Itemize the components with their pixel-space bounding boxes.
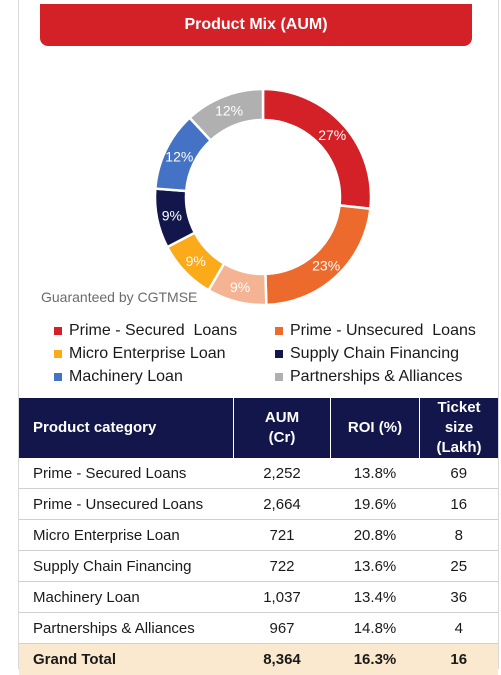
cgtmse-note: Guaranteed by CGTMSE — [41, 289, 197, 305]
cell-aum: 2,252 — [234, 458, 331, 489]
legend-label: Prime - Unsecured Loans — [290, 322, 476, 340]
slice-label: 9% — [162, 208, 182, 224]
header-ticket-size: Ticket size (Lakh) — [420, 398, 499, 458]
legend-item: Machinery Loan — [54, 367, 275, 387]
cell-ticket: 25 — [420, 551, 499, 582]
legend-label: Prime - Secured Loans — [69, 322, 237, 340]
cell-category: Micro Enterprise Loan — [19, 520, 234, 551]
donut-slice — [263, 89, 371, 209]
cell-roi: 13.8% — [331, 458, 420, 489]
cell-ticket: 8 — [420, 520, 499, 551]
header-ticket-line2: (Lakh) — [437, 439, 482, 456]
legend-swatch — [275, 373, 283, 381]
cell-ticket: 69 — [420, 458, 499, 489]
legend-swatch — [275, 327, 283, 335]
cell-category: Machinery Loan — [19, 582, 234, 613]
legend-label: Partnerships & Alliances — [290, 368, 463, 386]
cell-category: Prime - Unsecured Loans — [19, 489, 234, 520]
cell-ticket: 16 — [420, 489, 499, 520]
cell-category: Supply Chain Financing — [19, 551, 234, 582]
slice-label: 12% — [215, 102, 243, 118]
legend-swatch — [54, 373, 62, 381]
legend-label: Machinery Loan — [69, 368, 183, 386]
header-aum-line2: (Cr) — [269, 429, 296, 446]
product-table: Product category AUM (Cr) ROI (%) Ticket… — [19, 398, 498, 675]
chart-legend: Prime - Secured Loans Prime - Unsecured L… — [54, 321, 494, 387]
legend-item: Partnerships & Alliances — [275, 367, 494, 387]
cell-roi: 14.8% — [331, 613, 420, 644]
cell-ticket: 4 — [420, 613, 499, 644]
cell-aum: 2,664 — [234, 489, 331, 520]
total-cell-aum: 8,364 — [234, 644, 331, 675]
table-header-row: Product category AUM (Cr) ROI (%) Ticket… — [19, 398, 498, 458]
header-ticket-line1: Ticket size — [437, 399, 480, 436]
total-cell-ticket: 16 — [420, 644, 499, 675]
legend-swatch — [54, 350, 62, 358]
donut-slice — [265, 205, 370, 305]
legend-swatch — [275, 350, 283, 358]
legend-item: Micro Enterprise Loan — [54, 344, 275, 364]
header-aum: AUM (Cr) — [234, 398, 331, 458]
cell-ticket: 36 — [420, 582, 499, 613]
cell-category: Partnerships & Alliances — [19, 613, 234, 644]
cell-roi: 13.6% — [331, 551, 420, 582]
legend-swatch — [54, 327, 62, 335]
cell-aum: 721 — [234, 520, 331, 551]
cell-roi: 20.8% — [331, 520, 420, 551]
cell-roi: 19.6% — [331, 489, 420, 520]
total-cell-roi: 16.3% — [331, 644, 420, 675]
cell-roi: 13.4% — [331, 582, 420, 613]
legend-label: Supply Chain Financing — [290, 345, 459, 363]
header-product-category: Product category — [19, 398, 234, 458]
slice-label: 9% — [230, 279, 250, 295]
total-cell-category: Grand Total — [19, 644, 234, 675]
slice-label: 27% — [318, 127, 346, 143]
cell-aum: 967 — [234, 613, 331, 644]
slice-label: 9% — [186, 253, 206, 269]
legend-item: Prime - Unsecured Loans — [275, 321, 494, 341]
header-aum-line1: AUM — [265, 409, 299, 426]
legend-item: Prime - Secured Loans — [54, 321, 275, 341]
legend-label: Micro Enterprise Loan — [69, 345, 226, 363]
cell-aum: 1,037 — [234, 582, 331, 613]
cell-aum: 722 — [234, 551, 331, 582]
legend-item: Supply Chain Financing — [275, 344, 494, 364]
donut-chart: 27% 23% 9% 9% 9% 12% 12% — [0, 0, 501, 320]
cell-category: Prime - Secured Loans — [19, 458, 234, 489]
slice-label: 12% — [165, 148, 193, 164]
header-roi: ROI (%) — [331, 398, 420, 458]
slice-label: 23% — [312, 257, 340, 273]
